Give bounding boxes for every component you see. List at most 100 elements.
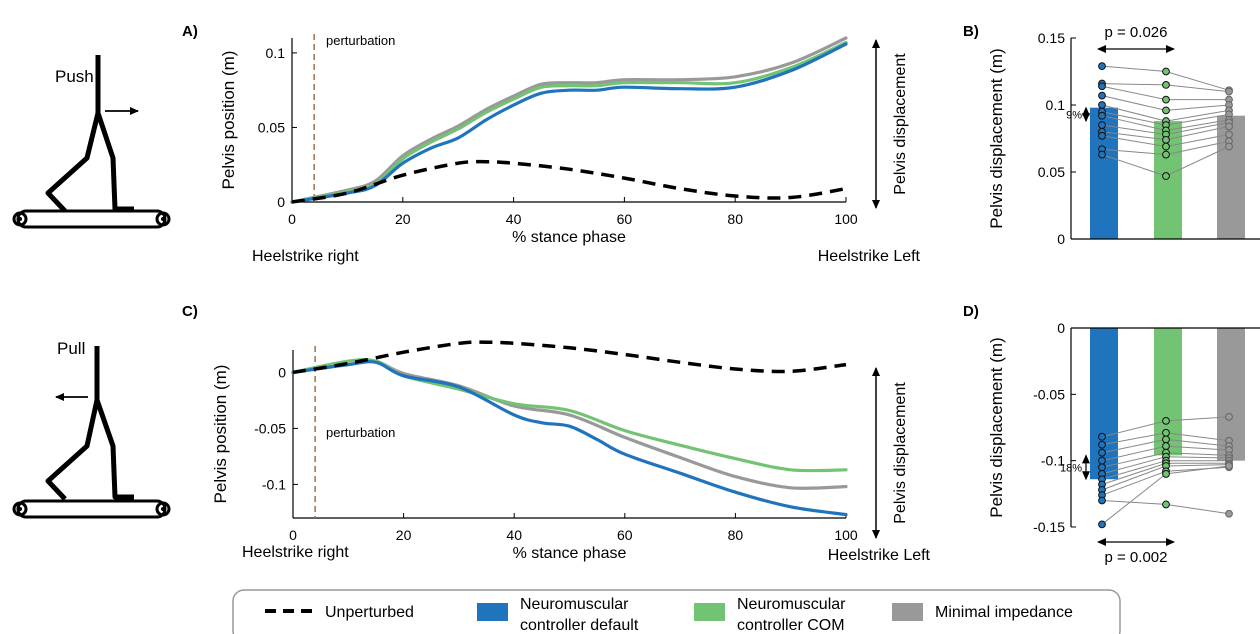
legend-box [232, 589, 1121, 634]
subject-point [1098, 520, 1106, 529]
push-label: Push [55, 67, 94, 86]
x-tick-label: 40 [506, 211, 522, 227]
subject-point [1098, 440, 1106, 449]
panel-a-line-chart: Heelstrike right Heelstrike Left Pelvis … [219, 33, 921, 265]
percent-difference-label: 18% [1060, 462, 1082, 474]
subject-point [1162, 95, 1170, 104]
y-tick-label: -0.15 [1033, 519, 1065, 535]
x-axis-label: % stance phase [512, 229, 626, 246]
x-tick-label: 20 [396, 527, 412, 543]
y-tick-label: 0.1 [1046, 97, 1066, 113]
x-tick-label: 20 [395, 211, 411, 227]
x-axis-label: % stance phase [513, 545, 627, 562]
series-minimal-line [290, 36, 848, 204]
y-axis-label: Pelvis position (m) [211, 365, 230, 504]
subject-point [1162, 500, 1170, 509]
y-tick-label: 0 [1057, 320, 1065, 336]
subject-point [1098, 82, 1106, 91]
x-tick-label: 60 [617, 527, 633, 543]
subject-point [1162, 150, 1170, 159]
subject-point [1098, 131, 1106, 140]
series-default-line [291, 360, 848, 517]
legend-minimal-swatch [892, 603, 923, 621]
p-value-label: p = 0.026 [1105, 24, 1168, 41]
heelstrike-right-label: Heelstrike right [242, 544, 349, 561]
subject-point [1162, 81, 1170, 89]
subject-point [1162, 172, 1170, 180]
bar-default [1090, 328, 1118, 480]
subject-point [1098, 150, 1106, 159]
subject-point [1162, 142, 1170, 151]
y-tick-label: -0.05 [254, 420, 286, 436]
panel-c-label: C) [182, 303, 198, 320]
legend-default-label-1: Neuromuscular [520, 596, 629, 613]
subject-point [1225, 412, 1233, 421]
pull-figure-icon: Pull [12, 339, 171, 519]
subject-point [1225, 122, 1233, 131]
x-tick-label: 80 [727, 211, 743, 227]
treadmill-icon [16, 209, 167, 229]
subject-point [1098, 91, 1106, 100]
subject-point [1162, 442, 1170, 450]
panel-b-label: B) [963, 23, 979, 40]
y-tick-label: -0.1 [262, 476, 286, 492]
y-axis-label: Pelvis displacement (m) [987, 48, 1006, 228]
series-com-line [290, 40, 848, 204]
y-tick-label: 0.05 [1038, 164, 1065, 180]
subject-point [1162, 435, 1170, 444]
subject-point [1162, 135, 1170, 144]
x-tick-label: 0 [289, 527, 297, 543]
y-tick-label: 0.05 [258, 119, 285, 135]
panel-c-line-chart: Heelstrike right Heelstrike Left Pelvis … [211, 340, 931, 564]
p-value-label: p = 0.002 [1105, 549, 1168, 566]
subject-point [1098, 456, 1106, 465]
series-unperturbed-line [292, 340, 847, 375]
panel-d-bar-chart: 0 -0.05 -0.1 -0.15 Pelvis displacement (m) p … [987, 320, 1260, 566]
panel-a-label: A) [182, 23, 198, 40]
subject-point [1098, 448, 1106, 457]
push-figure-icon: Push [12, 55, 171, 229]
legend-com-label-2: controller COM [737, 617, 845, 634]
subject-point [1162, 106, 1170, 115]
y-axis-label: Pelvis position (m) [219, 51, 238, 190]
heelstrike-left-label: Heelstrike Left [828, 547, 931, 564]
legend-minimal-label: Minimal impedance [935, 604, 1073, 621]
y-tick-label: 0 [1057, 231, 1065, 247]
x-tick-label: 40 [506, 527, 522, 543]
y-tick-label: 0.15 [1038, 30, 1065, 46]
x-tick-label: 80 [728, 527, 744, 543]
subject-point [1225, 142, 1233, 151]
x-tick-label: 100 [834, 527, 858, 543]
legend: Unperturbed Neuromuscular controller def… [232, 589, 1121, 634]
subject-point [1162, 416, 1170, 425]
y-tick-label: 0.1 [266, 45, 286, 61]
series-unperturbed-line [291, 159, 847, 204]
pull-label: Pull [57, 339, 85, 358]
pelvis-displacement-arrow-label: Pelvis displacement [892, 382, 909, 524]
x-tick-label: 100 [834, 211, 858, 227]
y-tick-label: -0.05 [1033, 386, 1065, 402]
x-tick-label: 60 [617, 211, 633, 227]
subject-point [1162, 428, 1170, 437]
series-minimal-line [291, 358, 848, 490]
series-default-line [290, 42, 848, 204]
subject-point [1225, 509, 1233, 518]
perturbation-label: perturbation [326, 33, 395, 48]
y-tick-label: 0 [277, 194, 285, 210]
panel-b-bar-chart: 0 0.05 0.1 0.15 Pelvis displacement (m) p = 0… [987, 24, 1260, 247]
heelstrike-left-label: Heelstrike Left [818, 248, 921, 265]
subject-point [1225, 87, 1233, 96]
subject-point [1098, 463, 1106, 472]
heelstrike-right-label: Heelstrike right [252, 248, 359, 265]
percent-difference-label: 9% [1066, 109, 1082, 121]
subject-point [1162, 67, 1170, 76]
treadmill-icon [16, 499, 167, 519]
subject-point [1098, 62, 1106, 71]
subject-point [1098, 111, 1106, 120]
subject-point [1162, 470, 1170, 478]
subject-point [1098, 496, 1106, 505]
y-tick-label: 0 [278, 364, 286, 380]
legend-default-label-2: controller default [520, 617, 639, 634]
legend-com-swatch [694, 603, 725, 621]
